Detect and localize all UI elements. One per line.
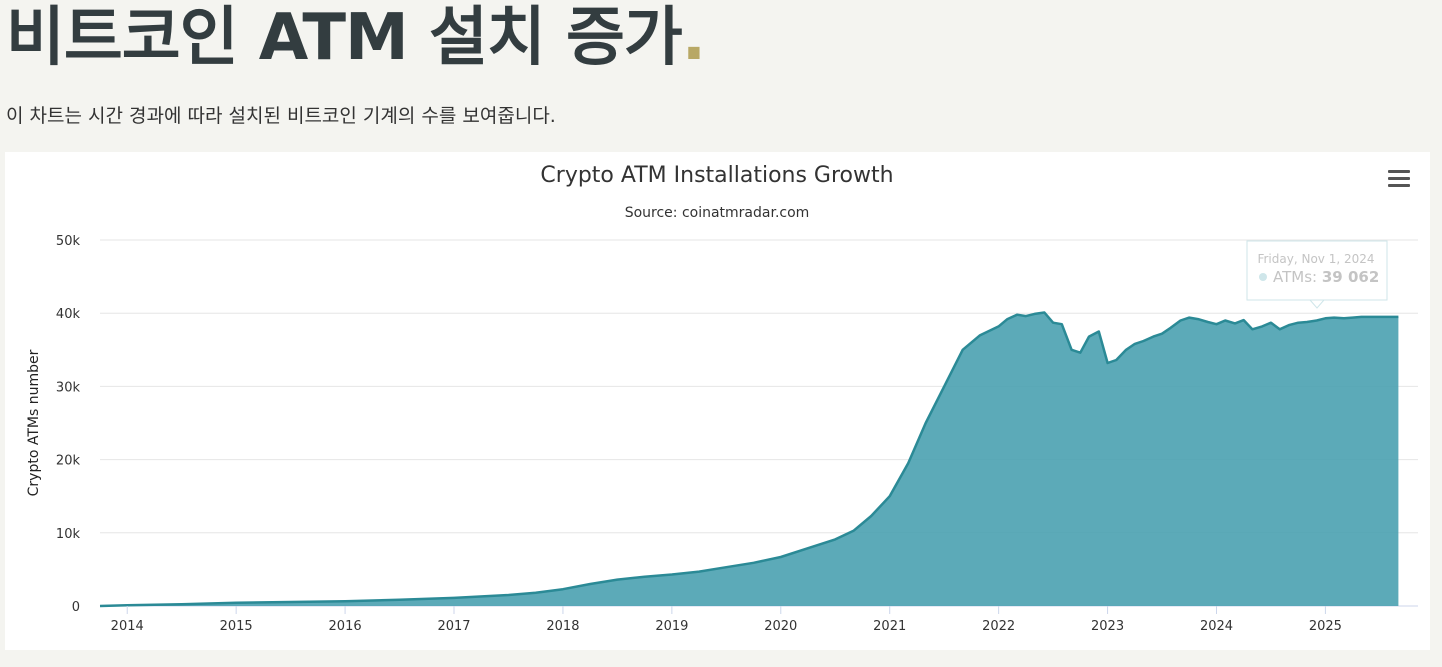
chart-menu-button[interactable] xyxy=(1388,167,1410,189)
x-axis-ticks: 2014 2015 2016 2017 2018 2019 2020 2021 2022 2023… xyxy=(111,606,1342,634)
x-tick-label: 2018 xyxy=(546,619,579,634)
tooltip-box xyxy=(1246,240,1388,301)
hamburger-menu-icon-line xyxy=(1388,184,1410,187)
chart-subtitle: Source: coinatmradar.com xyxy=(625,205,810,221)
y-tick-label: 30k xyxy=(56,380,81,395)
x-tick-label: 2016 xyxy=(329,619,362,634)
x-tick-label: 2022 xyxy=(982,619,1015,634)
tooltip-series-label: ATMs: xyxy=(1273,268,1322,286)
hamburger-menu-icon xyxy=(1388,170,1410,173)
tooltip-date: Friday, Nov 1, 2024 xyxy=(1257,252,1374,266)
page-title: 비트코인 ATM 설치 증가. xyxy=(6,0,706,76)
series-area xyxy=(99,311,1399,608)
tooltip-series: ATMs: 39 062 xyxy=(1273,268,1379,286)
x-tick-label: 2023 xyxy=(1091,619,1124,634)
x-tick-label: 2014 xyxy=(111,619,144,634)
tooltip-value: 39 062 xyxy=(1322,268,1379,286)
tooltip-marker xyxy=(1259,273,1267,281)
y-tick-label: 40k xyxy=(56,307,81,322)
page-subtitle: 이 차트는 시간 경과에 따라 설치된 비트코인 기계의 수를 보여줍니다. xyxy=(6,105,556,127)
page-title-text: 비트코인 ATM 설치 증가 xyxy=(6,1,683,75)
title-dot: . xyxy=(681,1,706,75)
y-axis-title: Crypto ATMs number xyxy=(26,349,42,496)
x-tick-label: 2015 xyxy=(220,619,253,634)
x-tick-label: 2021 xyxy=(873,619,906,634)
hamburger-menu-icon-line xyxy=(1388,177,1410,180)
y-tick-label: 0 xyxy=(72,600,80,615)
y-tick-label: 20k xyxy=(56,454,81,469)
x-tick-label: 2017 xyxy=(437,619,470,634)
x-tick-label: 2020 xyxy=(764,619,797,634)
y-axis-ticks: 0 10k 20k 30k 40k 50k xyxy=(56,234,81,615)
series-line xyxy=(99,311,1399,608)
chart-tooltip: Friday, Nov 1, 2024 ATMs: 39 062 xyxy=(1246,240,1388,309)
y-tick-label: 50k xyxy=(56,234,81,249)
x-tick-label: 2024 xyxy=(1200,619,1233,634)
x-tick-label: 2025 xyxy=(1309,619,1342,634)
chart-title: Crypto ATM Installations Growth xyxy=(540,163,893,188)
x-tick-label: 2019 xyxy=(655,619,688,634)
tooltip-pointer xyxy=(1308,299,1326,309)
y-tick-label: 10k xyxy=(56,527,81,542)
area-fill xyxy=(100,312,1399,606)
